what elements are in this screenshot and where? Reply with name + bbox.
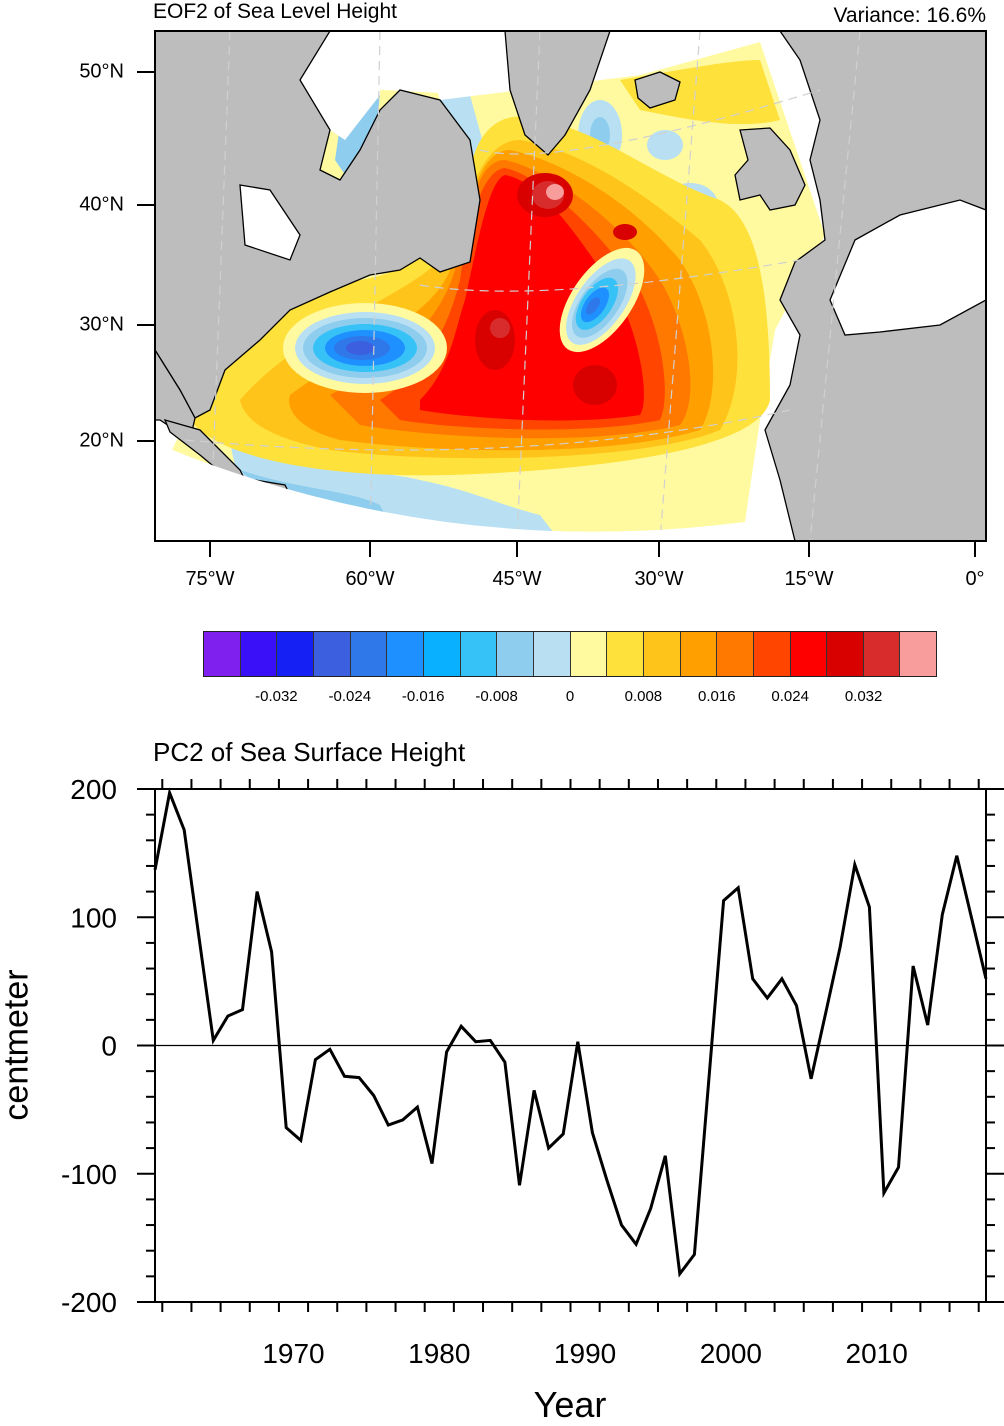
y-tick-label: 100 [70, 902, 117, 933]
y-tick-label: 0 [101, 1031, 117, 1062]
x-tick-label: 1990 [554, 1338, 616, 1369]
y-tick-label: -200 [61, 1287, 117, 1318]
y-tick-label: 200 [70, 774, 117, 805]
pc2-series-line [155, 793, 986, 1274]
x-tick-label: 2000 [700, 1338, 762, 1369]
y-tick-label: -100 [61, 1159, 117, 1190]
x-tick-label: 2010 [846, 1338, 908, 1369]
x-tick-label: 1970 [262, 1338, 324, 1369]
x-tick-label: 1980 [408, 1338, 470, 1369]
